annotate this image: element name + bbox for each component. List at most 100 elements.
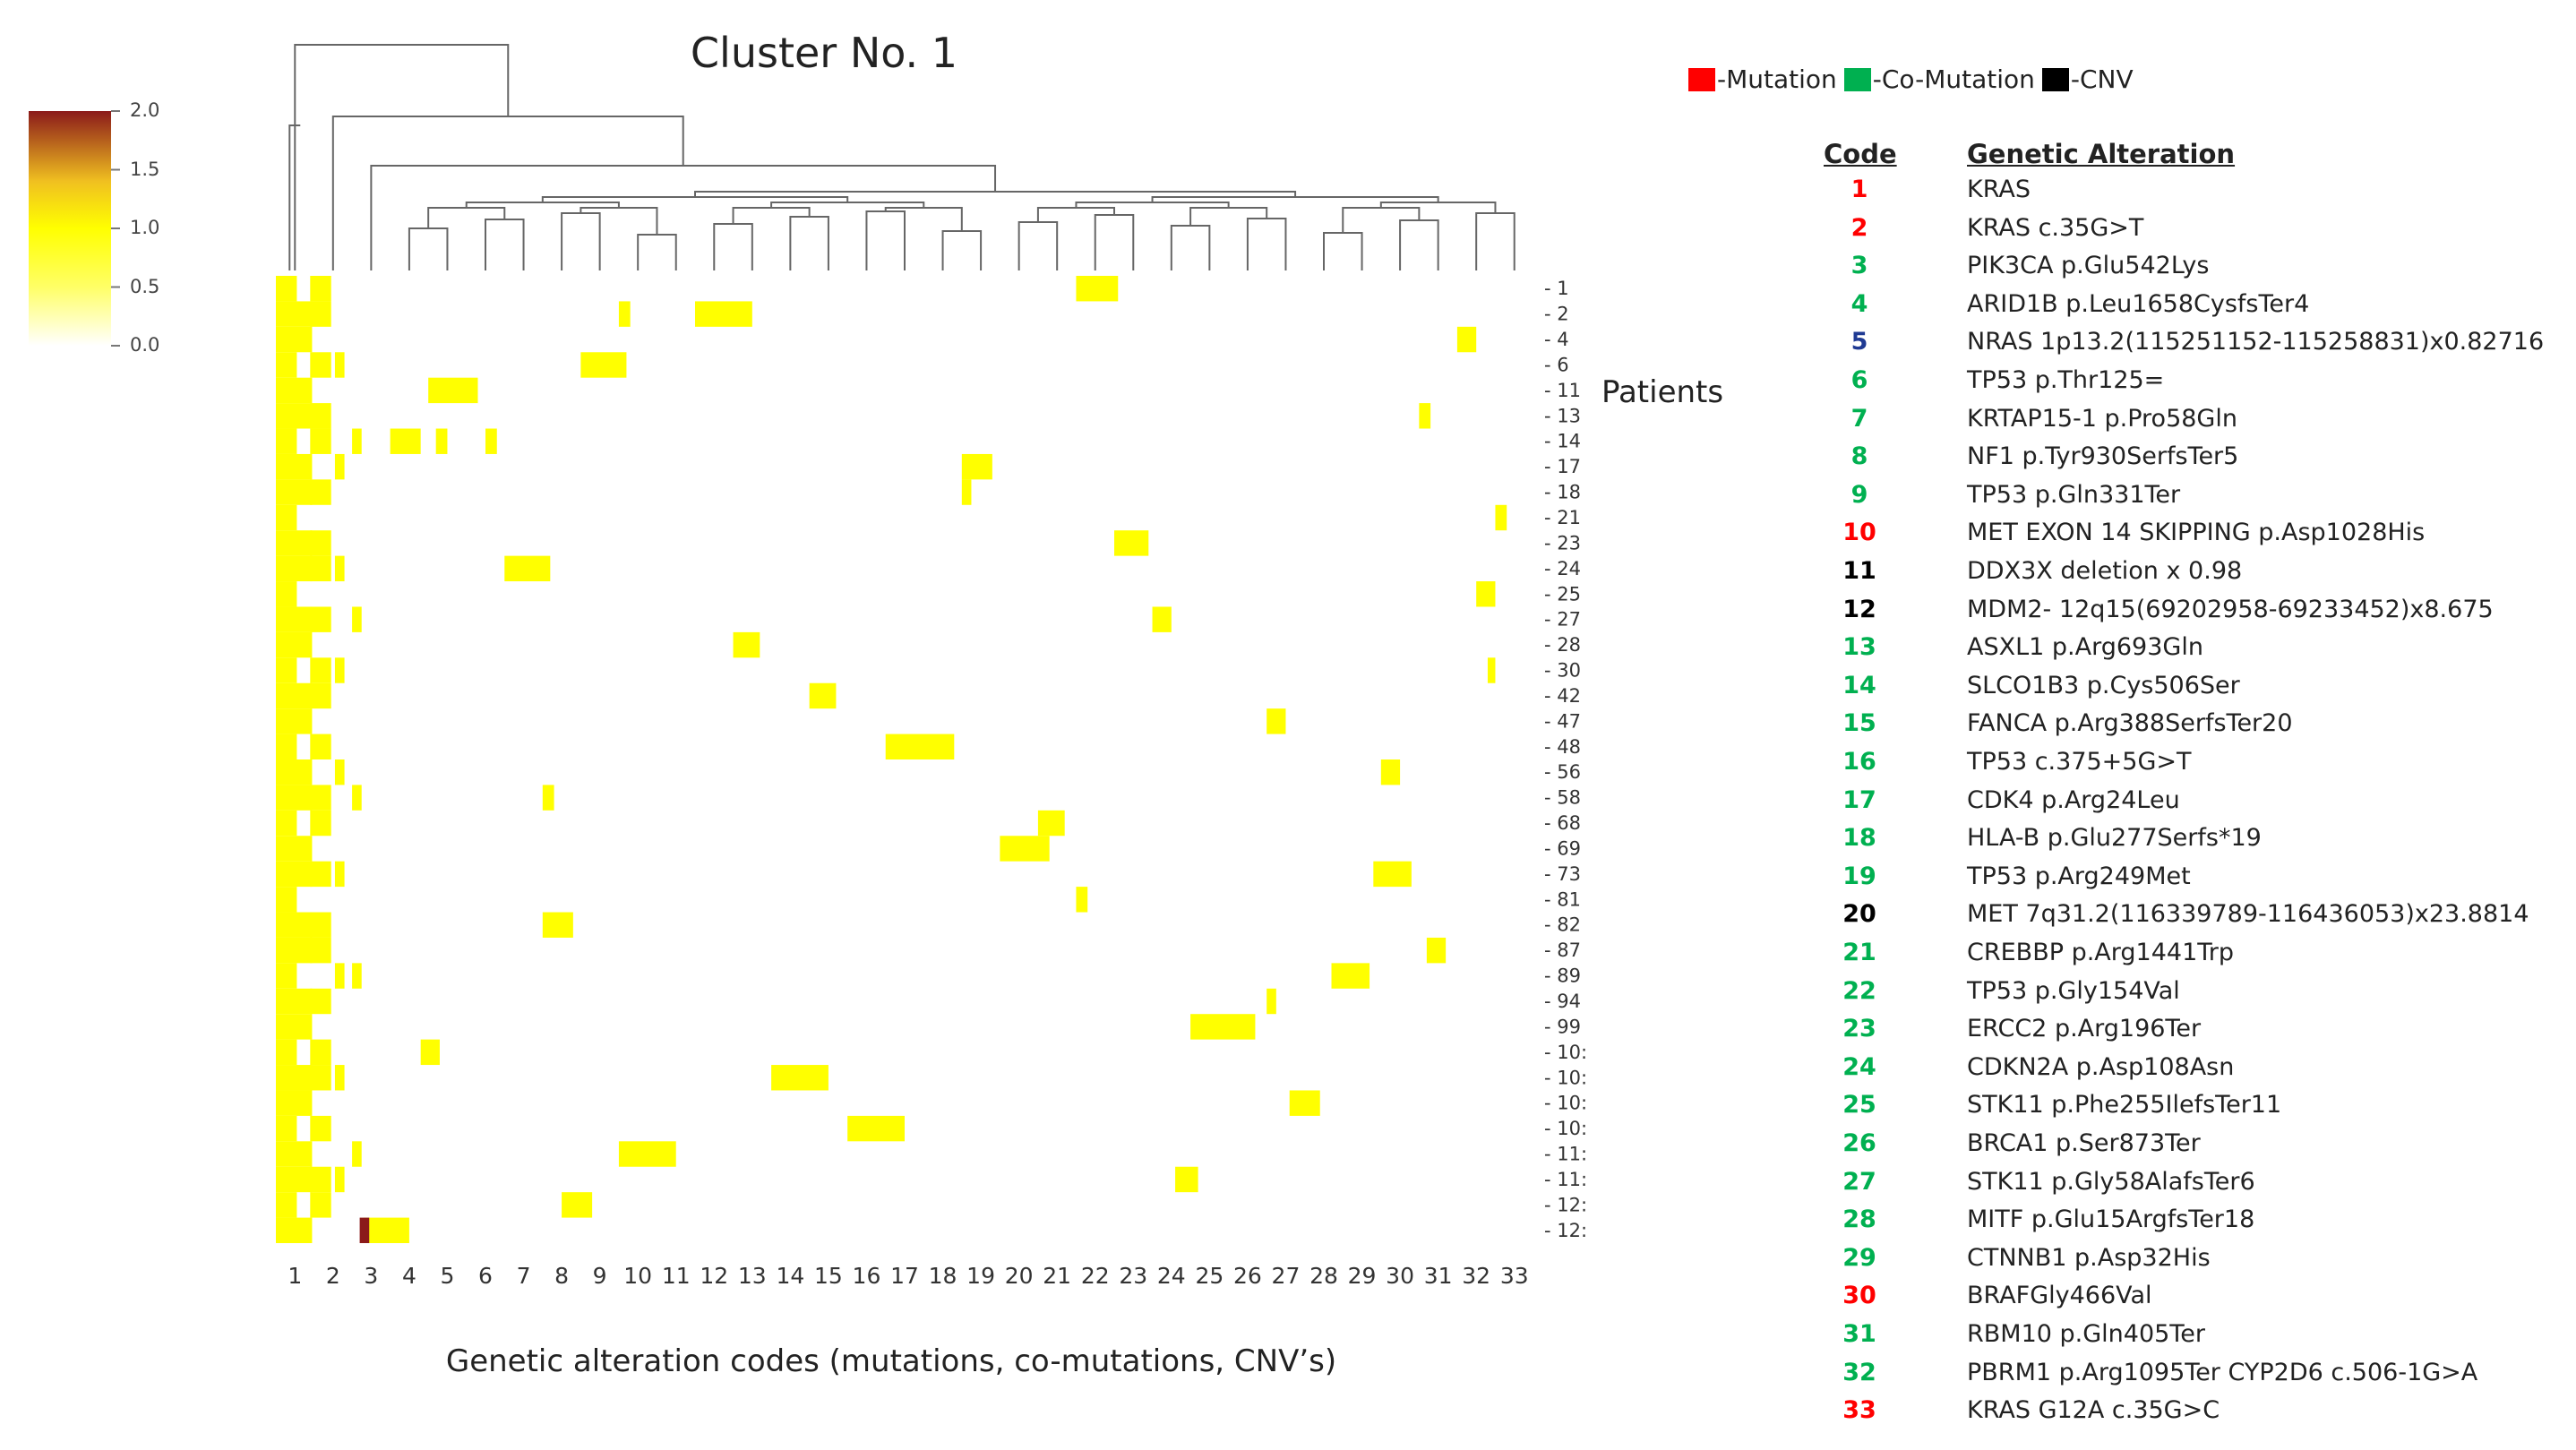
heatmap-cell — [961, 453, 992, 480]
alteration-name: HLA-B p.Glu277Serfs*19 — [1967, 824, 2262, 853]
y-tick-label: - 14 — [1544, 431, 1581, 452]
alteration-code: 30 — [1842, 1282, 1876, 1310]
heatmap-cell — [310, 276, 331, 302]
heatmap-cell — [276, 988, 313, 1015]
alteration-code: 3 — [1850, 252, 1868, 280]
heatmap-cell — [580, 352, 627, 378]
heatmap-cell — [276, 301, 313, 327]
dendrogram-branch — [637, 234, 677, 270]
heatmap-cell — [334, 453, 345, 480]
heatmap-cell — [771, 1065, 829, 1091]
heatmap-cell — [352, 963, 362, 989]
x-tick-label: 11 — [662, 1263, 691, 1289]
heatmap-cell — [276, 1141, 313, 1167]
heatmap-cell — [310, 301, 331, 327]
heatmap-cell — [276, 785, 313, 811]
legend-swatch-cnv — [2041, 67, 2069, 91]
heatmap-cell — [334, 1065, 345, 1091]
alteration-name: MITF p.Glu15ArgfsTer18 — [1967, 1205, 2255, 1234]
legend-item-cnv: -CNV — [2041, 64, 2134, 94]
heatmap-cell — [885, 734, 955, 759]
alteration-code: 19 — [1842, 862, 1876, 890]
x-tick-label: 4 — [402, 1263, 416, 1289]
heatmap-cell — [1076, 276, 1119, 302]
heatmap-cell — [1175, 1166, 1198, 1193]
heatmap-cell-high — [359, 1217, 370, 1243]
alteration-code: 13 — [1842, 633, 1876, 662]
heatmap-cell — [276, 759, 313, 785]
dendrogram-branch — [427, 207, 506, 228]
y-tick-label: - 99 — [1544, 1016, 1581, 1037]
x-tick-label: 19 — [966, 1263, 995, 1289]
x-tick-label: 27 — [1272, 1263, 1301, 1289]
heatmap-cell — [310, 912, 331, 938]
x-tick-label: 29 — [1348, 1263, 1377, 1289]
alteration-name: ARID1B p.Leu1658CysfsTer4 — [1967, 289, 2310, 318]
y-tick-label: - 11: — [1544, 1144, 1587, 1165]
alteration-name: STK11 p.Phe255IlefsTer11 — [1967, 1091, 2282, 1120]
legend-label-co-mutation: -Co-Mutation — [1872, 64, 2035, 94]
y-tick-label: - 69 — [1544, 837, 1581, 859]
alteration-name: KRAS c.35G>T — [1967, 213, 2144, 242]
alteration-code: 17 — [1842, 785, 1876, 814]
alteration-name: STK11 p.Gly58AlafsTer6 — [1967, 1167, 2255, 1196]
x-tick-label: 5 — [441, 1263, 455, 1289]
heatmap-cell — [1114, 530, 1149, 556]
legend-swatch-mutation — [1688, 67, 1715, 91]
y-tick-label: - 94 — [1544, 991, 1581, 1012]
alteration-name: FANCA p.Arg388SerfsTer20 — [1967, 709, 2293, 738]
y-tick-label: - 2 — [1544, 304, 1569, 325]
heatmap-cell — [420, 1039, 440, 1066]
alteration-code: 8 — [1850, 442, 1868, 471]
heatmap-cell — [276, 276, 297, 302]
heatmap-cell — [542, 785, 554, 811]
alteration-name: ERCC2 p.Arg196Ter — [1967, 1015, 2202, 1043]
alteration-name: KRAS — [1967, 176, 2031, 203]
heatmap-cell — [1495, 504, 1507, 531]
legend: -Mutation -Co-Mutation -CNV — [1688, 64, 2141, 94]
alteration-code: 14 — [1842, 671, 1876, 699]
heatmap-cell — [310, 1115, 331, 1142]
heatmap-cell — [310, 428, 331, 454]
heatmap-cell — [334, 352, 345, 378]
x-tick-label: 6 — [478, 1263, 493, 1289]
x-tick-label: 31 — [1424, 1263, 1453, 1289]
heatmap-cell — [435, 428, 448, 454]
heatmap-cell — [276, 1166, 313, 1193]
x-tick-label: 9 — [593, 1263, 607, 1289]
alteration-code: 7 — [1850, 404, 1868, 433]
legend-item-co-mutation: -Co-Mutation — [1843, 64, 2035, 94]
heatmap-cell — [1331, 963, 1370, 989]
alteration-name: KRAS G12A c.35G>C — [1967, 1396, 2220, 1425]
x-tick-label: 14 — [776, 1263, 804, 1289]
legend-item-mutation: -Mutation — [1688, 64, 1837, 94]
alteration-code: 33 — [1842, 1396, 1876, 1425]
x-tick-label: 16 — [853, 1263, 881, 1289]
y-tick-label: - 11: — [1544, 1169, 1587, 1190]
alteration-code: 29 — [1842, 1243, 1876, 1272]
x-tick-label: 24 — [1157, 1263, 1186, 1289]
heatmap-cell — [276, 453, 313, 480]
heatmap-cell — [310, 682, 331, 709]
dendrogram-branch — [288, 124, 301, 270]
legend-swatch-co-mutation — [1843, 67, 1871, 91]
x-tick-label: 33 — [1500, 1263, 1529, 1289]
x-tick-label: 17 — [890, 1263, 919, 1289]
heatmap-cell — [310, 937, 331, 964]
heatmap-cell — [276, 1115, 297, 1142]
x-axis-label: Genetic alteration codes (mutations, co-… — [445, 1343, 1337, 1379]
chart-title: Cluster No. 1 — [690, 29, 958, 77]
y-tick-label: - 27 — [1544, 609, 1581, 631]
alteration-code: 5 — [1850, 328, 1868, 356]
heatmap-cell — [390, 428, 421, 454]
alteration-name: NF1 p.Tyr930SerfsTer5 — [1967, 442, 2239, 471]
heatmap-cell — [276, 887, 297, 913]
heatmap-cell — [276, 734, 297, 759]
alteration-code: 11 — [1842, 557, 1876, 585]
heatmap-cell — [334, 861, 345, 888]
heatmap-cell — [310, 479, 331, 505]
heatmap-cell — [1456, 326, 1477, 353]
dendrogram-branch — [1323, 232, 1363, 270]
heatmap-cell — [276, 1217, 313, 1243]
